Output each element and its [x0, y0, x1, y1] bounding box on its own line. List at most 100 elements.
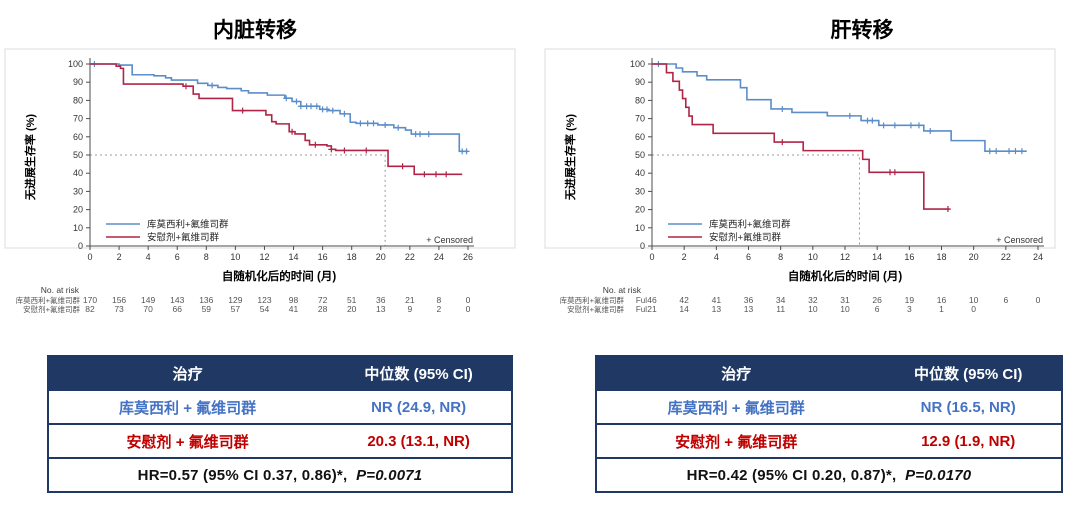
panel-liver-metastasis: 肝转移 0 10 20 30 40 50 60 70 80 90 100 0 2 4 6 8 10 12 14 16 1… — [540, 0, 1080, 493]
y-tick-label: 10 — [635, 223, 645, 233]
censor-mark — [283, 95, 290, 102]
at-risk-value: 149 — [141, 295, 155, 305]
x-tick-label: 22 — [405, 252, 415, 262]
at-risk-value: 70 — [143, 304, 153, 314]
at-risk-value: 28 — [318, 304, 328, 314]
at-risk-value: 36 — [744, 295, 754, 305]
y-tick-label: 30 — [73, 186, 83, 196]
at-risk-value: 41 — [712, 295, 722, 305]
summary-table-visceral: 治疗 中位数 (95% CI) 库莫西利 + 氟维司群 NR (24.9, NR… — [47, 355, 513, 493]
censor-mark — [417, 131, 424, 138]
censor-mark — [425, 131, 432, 138]
legend-label: 库莫西利+氟维司群 — [709, 219, 791, 231]
summary-header-row: 治疗 中位数 (95% CI) — [596, 356, 1062, 390]
censor-mark — [364, 120, 371, 127]
at-risk-header: No. at risk — [41, 285, 80, 295]
median-value: 12.9 (1.9, NR) — [921, 432, 1016, 450]
km-curve-placebo — [652, 63, 950, 210]
at-risk-value: 170 — [83, 295, 97, 305]
x-tick-label: 18 — [936, 252, 946, 262]
censor-mark — [907, 122, 914, 129]
y-tick-label: 90 — [635, 77, 645, 87]
table-row-experimental: 库莫西利 + 氟维司群 NR (16.5, NR) — [596, 390, 1062, 424]
censor-mark — [433, 171, 440, 178]
median-column-header: 中位数 (95% CI) — [875, 356, 1062, 390]
at-risk-value: 20 — [347, 304, 357, 314]
censor-mark — [209, 82, 216, 89]
x-tick-label: 26 — [463, 252, 473, 262]
summary-header-row: 治疗 中位数 (95% CI) — [48, 356, 512, 390]
at-risk-value: 34 — [776, 295, 786, 305]
treatment-name: 安慰剂 + 氟维司群 — [675, 433, 798, 451]
at-risk-value: 82 — [85, 304, 95, 314]
hr-text: HR=0.57 (95% CI 0.37, 0.86)*, — [137, 466, 348, 484]
at-risk-value: 6 — [875, 304, 880, 314]
treatment-name: 库莫西利 + 氟维司群 — [119, 399, 257, 417]
y-tick-label: 100 — [630, 59, 645, 69]
censor-mark — [297, 103, 304, 110]
median-value: NR (16.5, NR) — [920, 398, 1016, 416]
x-tick-label: 10 — [808, 252, 818, 262]
y-tick-label: 60 — [635, 132, 645, 142]
at-risk-value: 13 — [744, 304, 754, 314]
x-tick-label: 8 — [204, 252, 209, 262]
at-risk-value: 123 — [257, 295, 271, 305]
censor-mark — [891, 122, 898, 129]
at-risk-value: 13 — [712, 304, 722, 314]
median-column-header: 中位数 (95% CI) — [326, 356, 512, 390]
legend-label: 安慰剂+氟维司群 — [147, 232, 220, 244]
at-risk-row-prefix: Ful — [636, 296, 647, 305]
at-risk-value: 54 — [260, 304, 270, 314]
censor-mark — [869, 117, 876, 124]
censored-label: + Censored — [426, 235, 473, 245]
at-risk-value: 66 — [172, 304, 182, 314]
summary-table-liver: 治疗 中位数 (95% CI) 库莫西利 + 氟维司群 NR (16.5, NR… — [595, 355, 1063, 493]
at-risk-value: 10 — [840, 304, 850, 314]
km-curve-experimental — [90, 63, 468, 153]
y-tick-label: 40 — [73, 168, 83, 178]
at-risk-value: 10 — [969, 295, 979, 305]
km-curve-experimental — [652, 63, 1027, 152]
y-tick-label: 60 — [73, 132, 83, 142]
censor-mark — [779, 139, 786, 146]
p-value-text: P=0.0170 — [905, 466, 972, 484]
y-tick-label: 30 — [635, 186, 645, 196]
x-tick-label: 6 — [746, 252, 751, 262]
at-risk-value: 98 — [289, 295, 299, 305]
at-risk-value: 36 — [376, 295, 386, 305]
x-tick-label: 0 — [87, 252, 92, 262]
x-tick-label: 0 — [649, 252, 654, 262]
y-tick-label: 70 — [635, 114, 645, 124]
x-tick-label: 16 — [318, 252, 328, 262]
chart-title-liver: 肝转移 — [830, 19, 894, 42]
censor-mark — [307, 103, 314, 110]
censor-mark — [370, 120, 377, 127]
y-tick-label: 70 — [73, 114, 83, 124]
at-risk-value: 73 — [114, 304, 124, 314]
censor-mark — [341, 147, 348, 154]
at-risk-value: 57 — [231, 304, 241, 314]
censor-mark — [1006, 148, 1013, 155]
at-risk-row-prefix: Ful — [636, 305, 647, 314]
y-tick-label: 0 — [78, 241, 83, 251]
at-risk-row-label: 安慰剂+氟维司群 — [23, 304, 80, 314]
x-tick-label: 16 — [904, 252, 914, 262]
table-row-hazard-ratio: HR=0.42 (95% CI 0.20, 0.87)*, P=0.0170 — [596, 458, 1062, 492]
x-tick-label: 12 — [259, 252, 269, 262]
censor-mark — [289, 128, 296, 135]
x-tick-label: 10 — [230, 252, 240, 262]
treatment-name: 安慰剂 + 氟维司群 — [126, 433, 249, 451]
censor-mark — [382, 121, 389, 128]
x-tick-label: 2 — [682, 252, 687, 262]
y-tick-label: 50 — [73, 150, 83, 160]
at-risk-value: 156 — [112, 295, 126, 305]
censor-mark — [399, 163, 406, 170]
table-row-experimental: 库莫西利 + 氟维司群 NR (24.9, NR) — [48, 390, 512, 424]
p-value-text: P=0.0071 — [356, 466, 423, 484]
censor-mark — [395, 124, 402, 131]
at-risk-value: 10 — [808, 304, 818, 314]
x-tick-label: 14 — [289, 252, 299, 262]
at-risk-value: 0 — [971, 304, 976, 314]
